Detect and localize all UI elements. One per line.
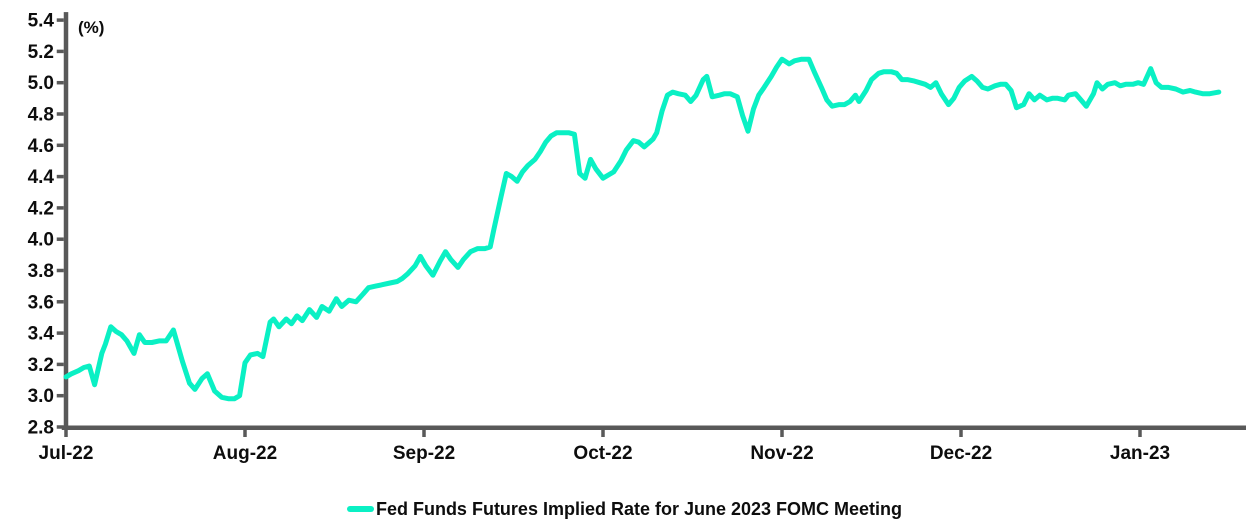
y-tick-label: 3.0: [28, 386, 54, 407]
y-tick-mark: [56, 393, 64, 398]
y-tick-label: 2.8: [28, 418, 54, 439]
x-tick-label: Nov-22: [750, 443, 813, 464]
y-tick-label: 3.6: [28, 292, 54, 313]
x-tick-mark: [422, 430, 426, 437]
y-tick-mark: [56, 331, 64, 335]
x-tick-label: Oct-22: [573, 443, 632, 464]
y-tick-label: 5.4: [28, 11, 55, 32]
y-axis-line: [63, 12, 69, 430]
y-tick-mark: [56, 425, 64, 429]
y-tick-mark: [56, 112, 64, 116]
y-axis-unit-label: (%): [78, 18, 104, 37]
y-tick-label: 3.2: [28, 355, 54, 376]
y-tick-label: 5.0: [28, 73, 54, 94]
y-tick-mark: [56, 268, 64, 273]
y-tick-mark: [56, 300, 64, 304]
x-tick-mark: [601, 430, 605, 437]
y-tick-label: 3.8: [28, 261, 54, 282]
x-tick-label: Sep-22: [393, 443, 455, 464]
fed-funds-rate-line: [63, 56, 1222, 402]
x-tick-label: Aug-22: [213, 443, 277, 464]
legend-line-swatch: [346, 506, 374, 512]
x-tick-mark: [1138, 430, 1142, 437]
x-tick-label: Jan-23: [1110, 443, 1170, 464]
y-tick-label: 4.8: [28, 105, 54, 126]
y-tick-mark: [56, 143, 64, 148]
legend-label: Fed Funds Futures Implied Rate for June …: [375, 498, 903, 519]
y-tick-mark: [56, 206, 64, 210]
y-tick-label: 4.2: [28, 198, 54, 219]
y-tick-label: 3.4: [28, 324, 55, 345]
x-tick-label: Dec-22: [930, 443, 992, 464]
x-axis-line: [61, 425, 1246, 430]
y-tick-label: 4.0: [28, 230, 54, 251]
y-tick-mark: [56, 80, 64, 85]
legend: Fed Funds Futures Implied Rate for June …: [0, 496, 1249, 522]
y-tick-label: 4.4: [28, 167, 55, 188]
y-tick-mark: [56, 49, 64, 54]
y-tick-label: 5.2: [28, 42, 54, 63]
y-tick-mark: [56, 174, 64, 179]
x-tick-mark: [243, 430, 247, 437]
y-tick-mark: [56, 237, 64, 241]
x-tick-mark: [64, 430, 68, 437]
y-tick-label: 4.6: [28, 136, 54, 157]
y-tick-mark: [56, 18, 64, 22]
y-tick-mark: [56, 362, 64, 367]
x-tick-mark: [780, 430, 784, 437]
x-tick-mark: [959, 430, 963, 437]
x-tick-label: Jul-22: [39, 443, 94, 464]
